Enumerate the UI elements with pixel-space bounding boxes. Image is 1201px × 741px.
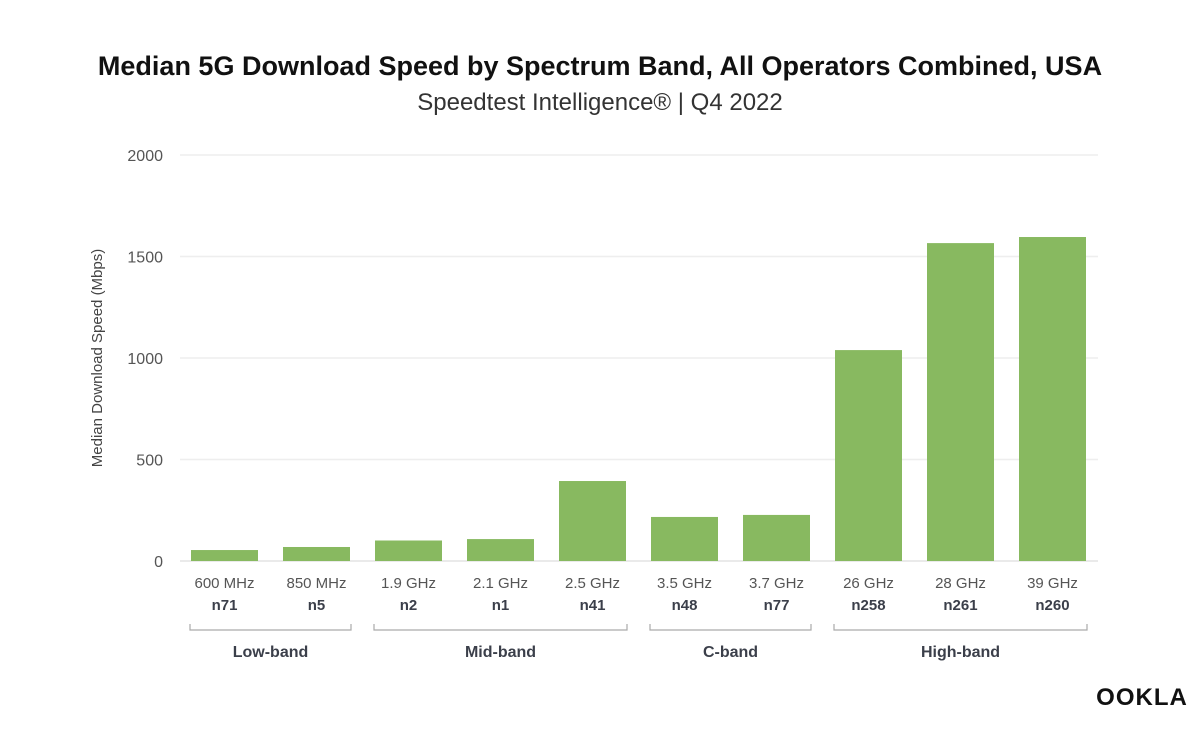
x-tick-label: 1.9 GHz bbox=[381, 575, 436, 592]
band-id-label: n48 bbox=[672, 597, 698, 614]
x-tick-label: 2.1 GHz bbox=[473, 575, 528, 592]
y-tick-label: 2000 bbox=[127, 148, 163, 165]
band-id-label: n5 bbox=[308, 597, 326, 614]
band-id-label: n258 bbox=[851, 597, 885, 614]
bar bbox=[927, 243, 994, 562]
x-tick-label: 600 MHz bbox=[194, 575, 254, 592]
bar bbox=[283, 546, 350, 561]
band-id-label: n1 bbox=[492, 597, 510, 614]
group-bracket bbox=[649, 624, 812, 631]
bar bbox=[1019, 237, 1086, 561]
bar bbox=[467, 539, 534, 561]
ookla-logo: OOKLA bbox=[1096, 684, 1188, 711]
x-tick-label: 3.5 GHz bbox=[657, 575, 712, 592]
band-id-label: n77 bbox=[764, 597, 790, 614]
bar bbox=[835, 350, 902, 561]
band-id-label: n41 bbox=[580, 597, 606, 614]
band-id-label: n71 bbox=[212, 597, 238, 614]
y-tick-label: 500 bbox=[136, 453, 163, 470]
x-tick-label: 28 GHz bbox=[935, 575, 986, 592]
x-tick-label: 26 GHz bbox=[843, 575, 894, 592]
y-tick-label: 1000 bbox=[127, 351, 163, 368]
chart-title: Median 5G Download Speed by Spectrum Ban… bbox=[98, 51, 1102, 81]
x-tick-label: 850 MHz bbox=[286, 575, 346, 592]
group-label: Low-band bbox=[233, 644, 309, 661]
band-id-label: n261 bbox=[943, 597, 977, 614]
group-bracket bbox=[189, 624, 352, 631]
chart-subtitle: Speedtest Intelligence® | Q4 2022 bbox=[417, 89, 783, 116]
group-label: High-band bbox=[921, 644, 1000, 661]
group-bracket bbox=[373, 624, 628, 631]
bar bbox=[651, 516, 718, 561]
y-axis-label: Median Download Speed (Mbps) bbox=[89, 249, 106, 467]
band-id-label: n2 bbox=[400, 597, 418, 614]
bar bbox=[743, 514, 810, 561]
bar bbox=[559, 481, 626, 561]
group-label: C-band bbox=[703, 644, 758, 661]
band-id-label: n260 bbox=[1035, 597, 1069, 614]
group-label: Mid-band bbox=[465, 644, 536, 661]
x-tick-label: 2.5 GHz bbox=[565, 575, 620, 592]
y-tick-label: 1500 bbox=[127, 250, 163, 267]
x-tick-label: 3.7 GHz bbox=[749, 575, 804, 592]
x-tick-label: 39 GHz bbox=[1027, 575, 1078, 592]
bar bbox=[191, 550, 258, 561]
bar bbox=[375, 540, 442, 561]
y-tick-label: 0 bbox=[154, 554, 163, 571]
group-bracket bbox=[833, 624, 1088, 631]
